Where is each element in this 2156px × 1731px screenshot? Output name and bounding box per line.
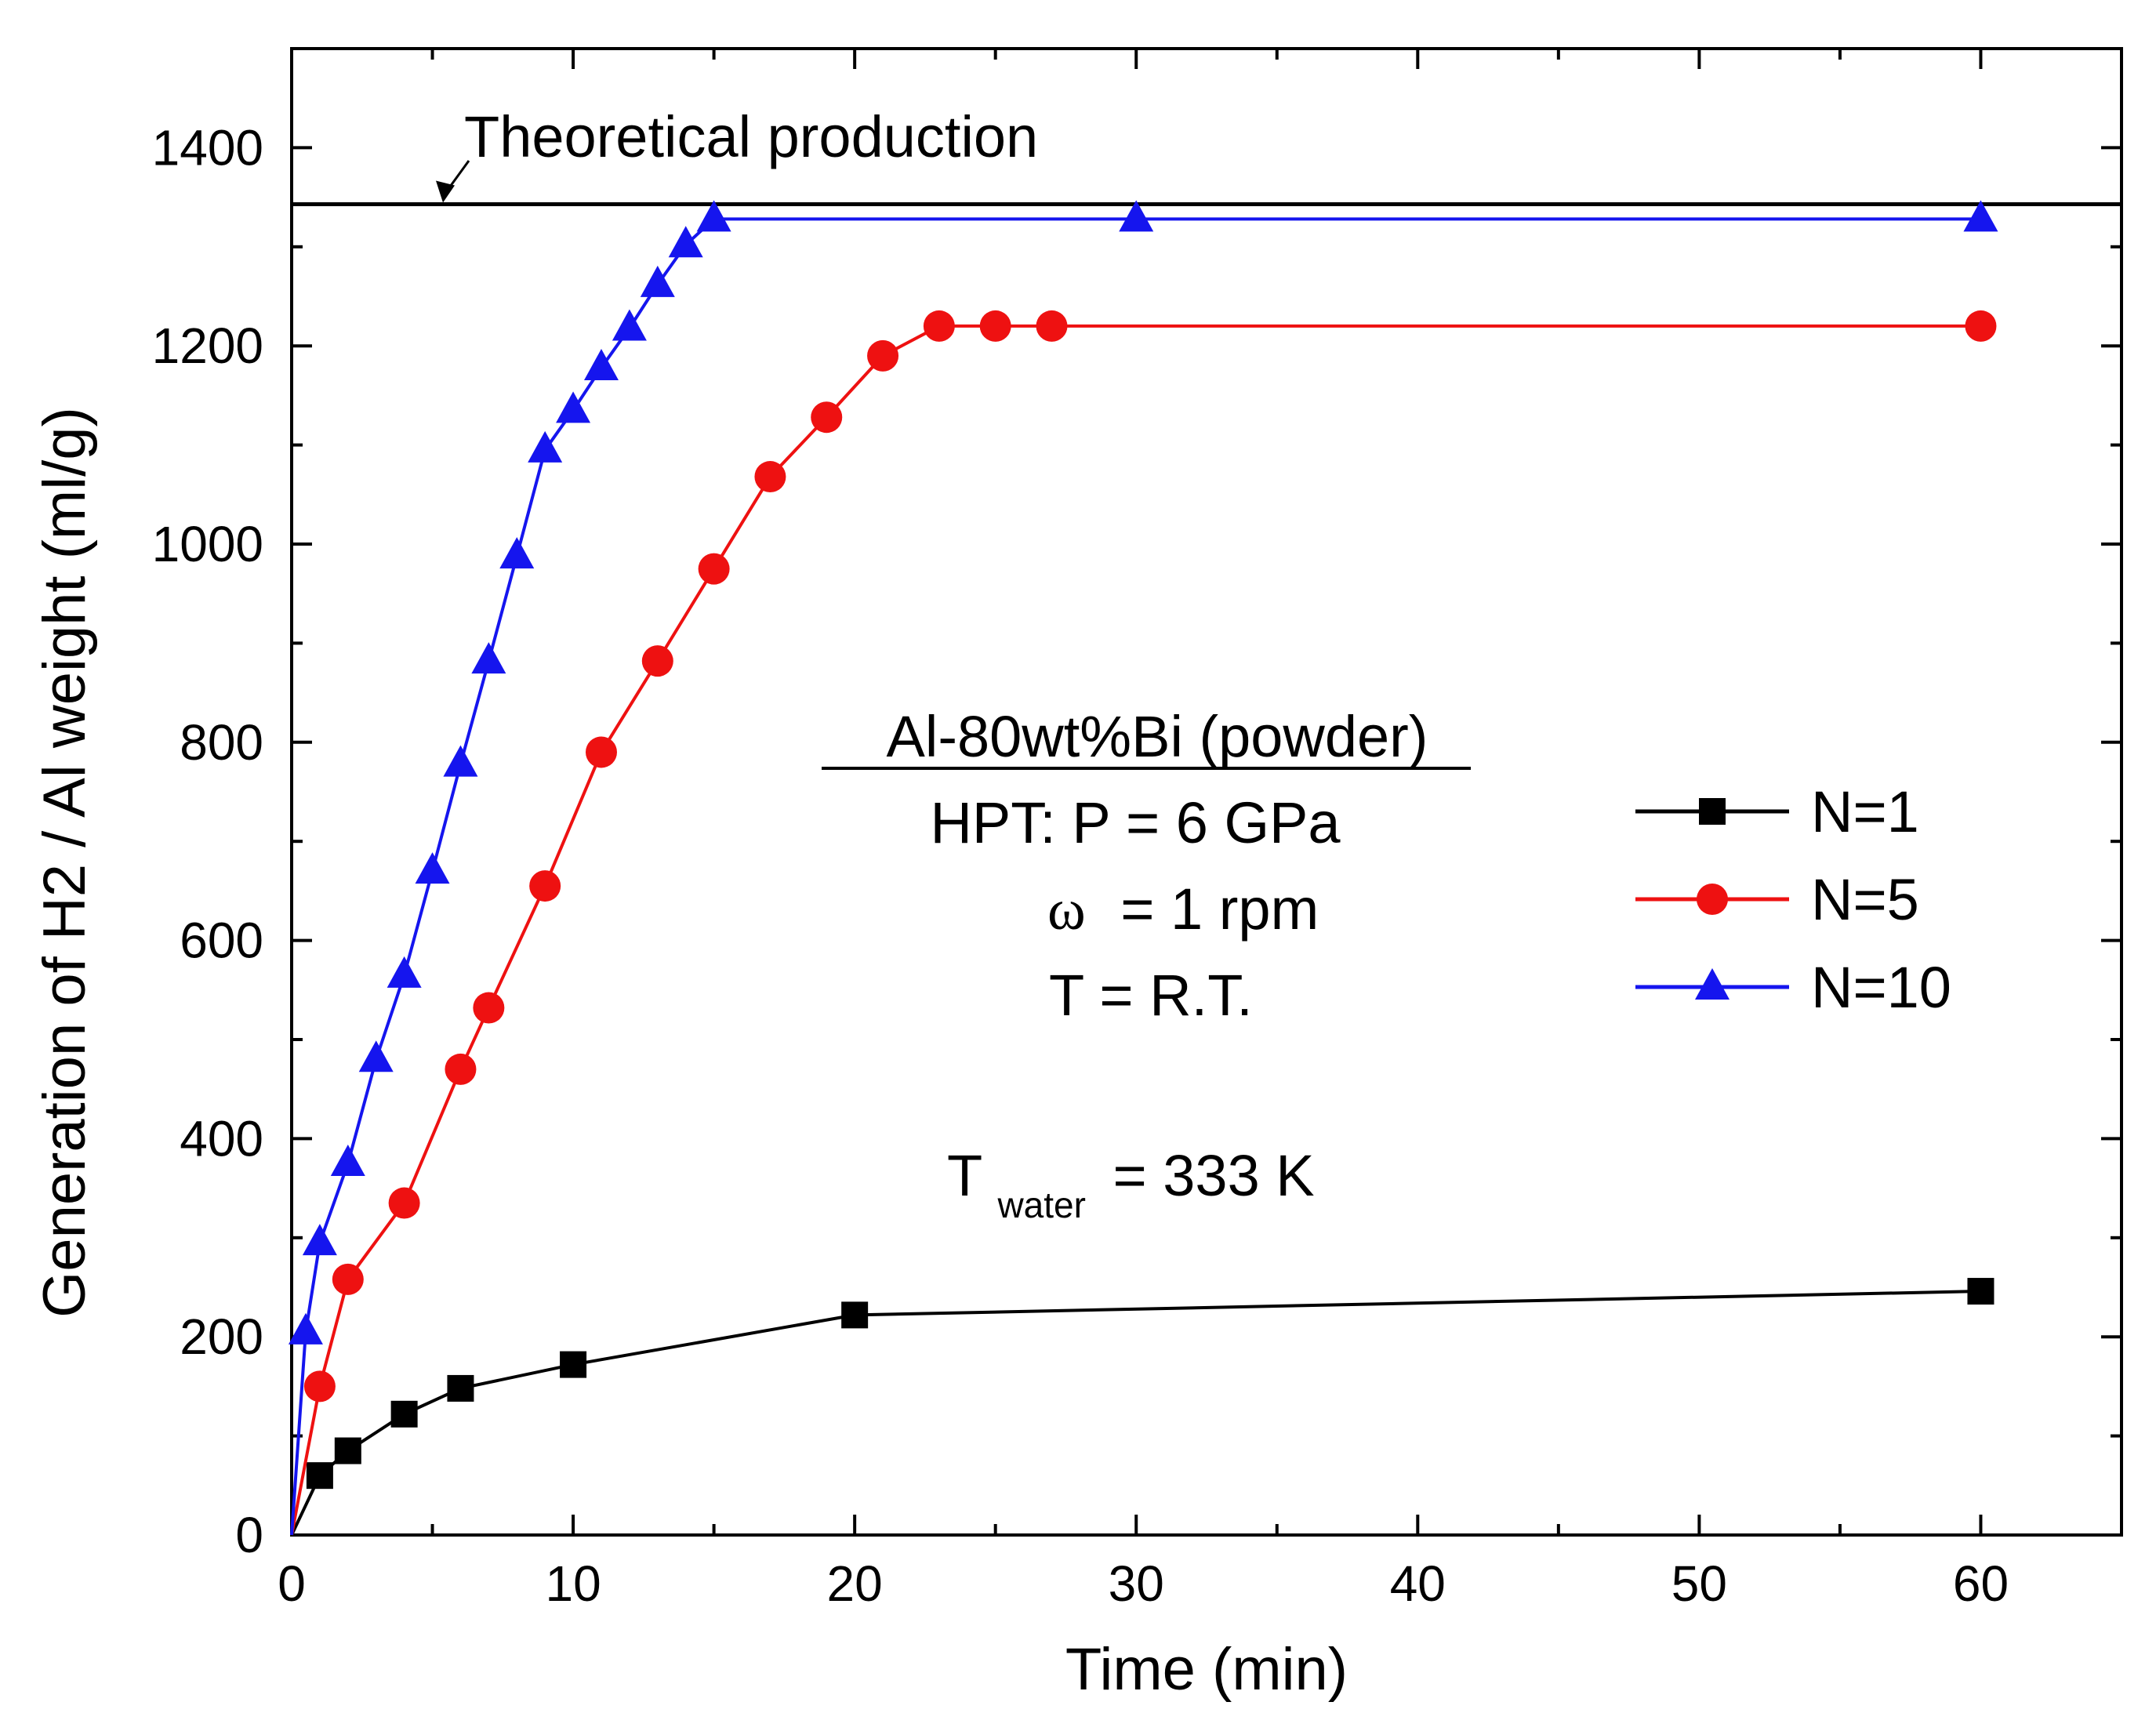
legend: N=1 N=5 N=10 — [1635, 779, 1951, 1020]
pressure-annotation: HPT: P = 6 GPa — [930, 790, 1341, 855]
series-n10 — [288, 200, 1998, 1536]
data-point-n5 — [1965, 310, 1997, 342]
legend-label-n5: N=5 — [1811, 867, 1919, 932]
data-point-n5 — [332, 1263, 364, 1295]
data-point-n5 — [754, 461, 786, 493]
x-tick-label: 20 — [827, 1555, 883, 1612]
data-point-n1 — [841, 1301, 869, 1329]
data-point-n10 — [612, 309, 647, 341]
data-point-n10 — [443, 745, 478, 777]
water-temperature-value: = 333 K — [1112, 1143, 1314, 1208]
data-point-n10 — [302, 1224, 337, 1256]
omega-value: = 1 rpm — [1120, 876, 1319, 942]
data-point-n5 — [1036, 310, 1068, 342]
data-point-n5 — [529, 870, 561, 902]
data-point-n1 — [560, 1351, 587, 1378]
data-point-n5 — [473, 992, 505, 1024]
data-point-n10 — [387, 956, 422, 988]
data-point-n5 — [867, 339, 899, 372]
temperature-annotation: T = R.T. — [1049, 963, 1253, 1028]
data-point-n10 — [696, 200, 731, 232]
data-point-n5 — [811, 401, 843, 434]
data-point-n1 — [447, 1374, 474, 1402]
x-tick-label: 30 — [1109, 1555, 1164, 1612]
data-point-n10 — [471, 642, 506, 674]
x-tick-label: 40 — [1390, 1555, 1446, 1612]
data-point-n10 — [288, 1312, 323, 1345]
y-tick-label: 200 — [180, 1308, 263, 1365]
data-point-n10 — [330, 1145, 365, 1176]
data-point-n5 — [303, 1370, 336, 1403]
omega-annotation: ω = 1 rpm — [1047, 876, 1319, 942]
data-point-n5 — [585, 736, 617, 768]
material-annotation: Al-80wt%Bi (powder) — [887, 704, 1428, 769]
legend-marker-n1 — [1699, 798, 1726, 825]
data-point-n10 — [583, 349, 619, 381]
legend-item-n10: N=10 — [1635, 955, 1951, 1020]
series-n1 — [290, 1278, 1994, 1536]
y-axis-title: Generation of H2 / Al weight (ml/g) — [31, 407, 98, 1318]
water-temperature-annotation: T water = 333 K — [947, 1143, 1315, 1230]
x-tick-label: 0 — [278, 1555, 306, 1612]
data-point-n5 — [388, 1187, 420, 1219]
y-tick-label: 800 — [180, 714, 263, 771]
data-point-n5 — [698, 553, 730, 585]
theoretical-production-arrowhead — [436, 180, 455, 203]
data-point-n10 — [499, 537, 535, 569]
y-tick-label: 1400 — [152, 119, 263, 176]
legend-item-n1: N=1 — [1635, 779, 1919, 844]
data-point-n10 — [1963, 200, 1998, 232]
data-point-n10 — [668, 226, 703, 258]
data-point-n10 — [1119, 200, 1154, 232]
data-point-n10 — [556, 391, 591, 423]
data-point-n5 — [923, 310, 955, 342]
series-layer — [288, 200, 1998, 1536]
plot-border — [290, 47, 2123, 1537]
y-tick-label: 600 — [180, 913, 263, 969]
y-tick-label: 0 — [235, 1507, 263, 1563]
data-point-n10 — [358, 1040, 394, 1072]
y-tick-label: 1000 — [152, 516, 263, 572]
x-tick-label: 60 — [1953, 1555, 2009, 1612]
data-point-n1 — [390, 1400, 418, 1428]
data-point-n5 — [979, 310, 1011, 342]
legend-marker-n5 — [1697, 884, 1728, 915]
y-tick-label: 1200 — [152, 318, 263, 374]
x-tick-label: 50 — [1671, 1555, 1727, 1612]
data-point-n5 — [445, 1053, 477, 1085]
data-point-n1 — [306, 1462, 333, 1490]
reference-line-group — [292, 160, 2122, 206]
legend-label-n1: N=1 — [1811, 779, 1919, 844]
theoretical-production-label: Theoretical production — [464, 104, 1038, 169]
data-point-n10 — [640, 265, 675, 297]
data-point-n10 — [415, 852, 450, 884]
water-temperature-subscript: water — [996, 1185, 1085, 1225]
legend-item-n5: N=5 — [1635, 867, 1919, 932]
data-point-n10 — [528, 430, 563, 463]
data-point-n5 — [641, 645, 673, 677]
legend-label-n10: N=10 — [1811, 955, 1951, 1020]
water-temperature-symbol: T — [947, 1143, 982, 1208]
x-axis-title: Time (min) — [1065, 1636, 1348, 1703]
omega-symbol: ω — [1047, 878, 1086, 942]
y-tick-label: 400 — [180, 1110, 263, 1167]
data-point-n1 — [1967, 1278, 1994, 1305]
x-tick-label: 10 — [545, 1555, 601, 1612]
legend-marker-n10 — [1695, 968, 1730, 1000]
data-point-n1 — [334, 1437, 361, 1464]
series-n5 — [290, 310, 1997, 1536]
